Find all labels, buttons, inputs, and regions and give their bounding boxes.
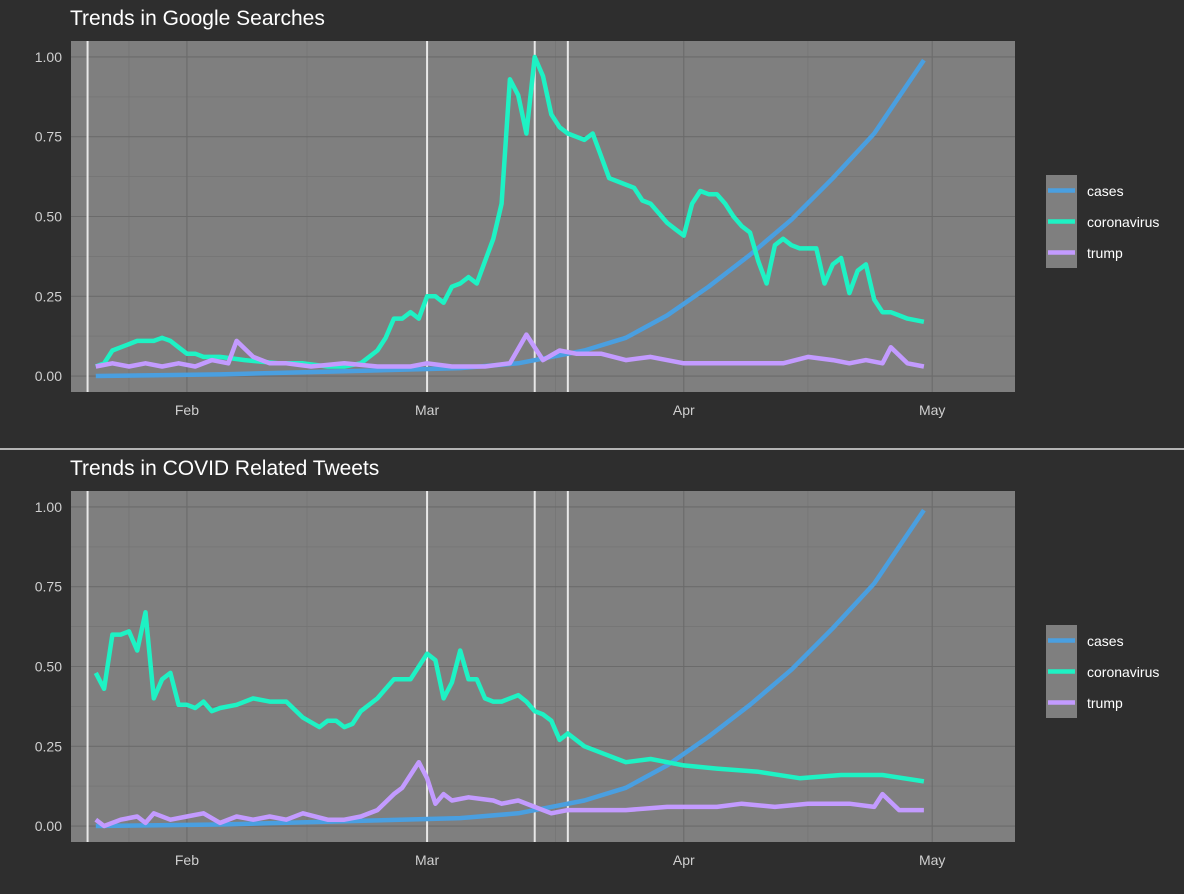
series-line-coronavirus (94, 54, 925, 369)
legend-label-coronavirus: coronavirus (1087, 214, 1159, 230)
x-tick-label: Apr (673, 852, 695, 868)
y-tick-label: 0.00 (35, 368, 62, 384)
x-tick-label: May (919, 402, 945, 418)
legend: cases coronavirus trump (1046, 625, 1159, 718)
y-tick-label: 0.75 (35, 579, 62, 595)
x-tick-label: Mar (415, 852, 439, 868)
series-line-trump (95, 332, 925, 369)
series-line-cases (95, 508, 926, 829)
y-tick-label: 0.00 (35, 818, 62, 834)
y-tick-label: 1.00 (35, 49, 62, 65)
legend: cases coronavirus trump (1046, 175, 1159, 268)
series-line-trump (94, 759, 924, 829)
legend-label-trump: trump (1087, 245, 1123, 261)
y-tick-label: 0.25 (35, 738, 62, 754)
y-tick-label: 0.25 (35, 288, 62, 304)
chart-title: Trends in Google Searches (70, 7, 325, 30)
x-tick-label: Mar (415, 402, 439, 418)
x-tick-label: Apr (673, 402, 695, 418)
legend-label-cases: cases (1087, 183, 1124, 199)
chart-title: Trends in COVID Related Tweets (70, 457, 379, 480)
legend-label-coronavirus: coronavirus (1087, 664, 1159, 680)
legend-label-trump: trump (1087, 695, 1123, 711)
x-tick-label: Feb (175, 852, 199, 868)
x-tick-label: Feb (175, 402, 199, 418)
y-tick-label: 0.50 (35, 659, 62, 675)
y-tick-label: 0.75 (35, 129, 62, 145)
series-line-coronavirus (93, 610, 925, 784)
series-line-cases (95, 58, 926, 379)
y-tick-label: 1.00 (35, 499, 62, 515)
legend-label-cases: cases (1087, 633, 1124, 649)
chart-2: Trends in COVID Related Tweets 0.00 0.25 0.… (35, 457, 1160, 868)
chart-1: Trends in Google Searches 0.00 0.25 0.50 0.7… (35, 7, 1160, 418)
y-tick-label: 0.50 (35, 209, 62, 225)
x-tick-label: May (919, 852, 945, 868)
